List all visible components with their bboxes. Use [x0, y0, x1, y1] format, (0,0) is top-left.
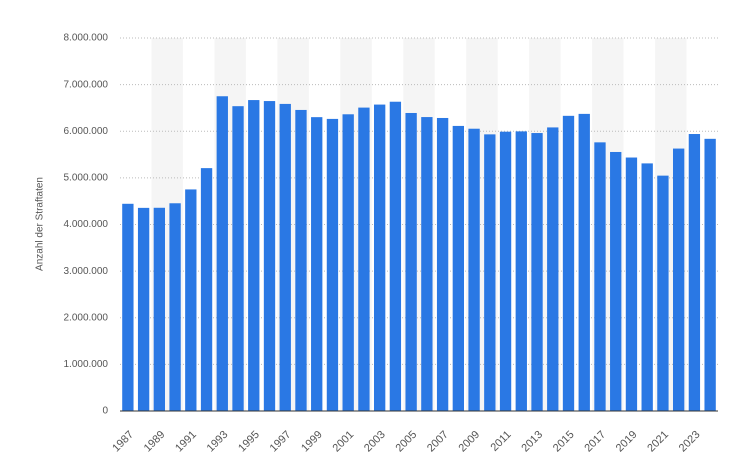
bar — [232, 106, 244, 412]
x-tick-label: 1987 — [110, 429, 136, 455]
bar — [468, 128, 480, 411]
bar — [185, 189, 197, 411]
bar — [688, 134, 701, 411]
x-tick-label: 1995 — [236, 429, 262, 455]
bar — [200, 168, 213, 411]
x-tick-label: 2017 — [582, 429, 608, 455]
bar — [594, 142, 606, 412]
bar — [421, 117, 433, 411]
bar — [641, 163, 653, 411]
bar — [625, 157, 638, 411]
x-tick-label: 1989 — [142, 429, 168, 455]
bar — [279, 103, 291, 412]
bar — [342, 114, 354, 412]
x-tick-label: 1991 — [173, 429, 199, 455]
x-tick-label: 2015 — [551, 429, 577, 455]
bar — [405, 112, 417, 411]
bar — [531, 133, 543, 411]
x-tick-label: 2007 — [425, 429, 451, 455]
x-tick-label: 2009 — [456, 429, 482, 455]
y-tick-label: 1.000.000 — [64, 359, 109, 370]
y-tick-label: 5.000.000 — [64, 173, 109, 184]
bar — [122, 203, 134, 411]
bar — [389, 101, 402, 412]
bar — [578, 113, 590, 411]
x-tick-label: 2011 — [489, 429, 514, 454]
bar — [311, 117, 323, 412]
y-tick-label: 3.000.000 — [64, 266, 109, 277]
bar — [169, 203, 181, 411]
y-axis-label: Anzahl der Straftaten — [35, 177, 46, 271]
bar — [137, 207, 150, 411]
y-tick-label: 8.000.000 — [64, 33, 109, 44]
bar — [263, 101, 276, 412]
bar — [547, 127, 559, 411]
bar — [216, 96, 228, 411]
x-tick-label: 2003 — [362, 429, 388, 455]
bar — [515, 131, 527, 412]
bar — [452, 125, 465, 412]
y-tick-label: 0 — [102, 406, 108, 417]
x-tick-label: 1997 — [268, 429, 294, 455]
bar — [326, 118, 339, 411]
y-tick-label: 4.000.000 — [64, 219, 109, 230]
x-tick-label: 2023 — [677, 429, 703, 455]
bar — [499, 131, 512, 412]
bar — [373, 104, 386, 411]
x-tick-label: 1999 — [299, 429, 325, 455]
y-tick-label: 7.000.000 — [64, 79, 109, 90]
x-tick-label: 2013 — [519, 429, 545, 455]
x-tick-label: 2005 — [394, 429, 420, 455]
y-tick-label: 6.000.000 — [64, 126, 109, 137]
bar — [657, 175, 669, 411]
bar — [672, 148, 685, 412]
x-tick-label: 2001 — [331, 429, 357, 455]
y-tick-label: 2.000.000 — [64, 312, 109, 323]
x-tick-label: 1993 — [205, 429, 231, 455]
bar — [436, 117, 449, 411]
x-tick-label: 2019 — [614, 429, 640, 455]
bar — [562, 115, 575, 411]
bar — [484, 134, 496, 412]
bar — [704, 138, 716, 411]
x-tick-label: 2021 — [645, 429, 671, 455]
bar — [358, 107, 370, 411]
bar — [295, 109, 307, 411]
bar — [610, 151, 622, 411]
bar — [153, 207, 166, 411]
bar — [248, 100, 260, 411]
